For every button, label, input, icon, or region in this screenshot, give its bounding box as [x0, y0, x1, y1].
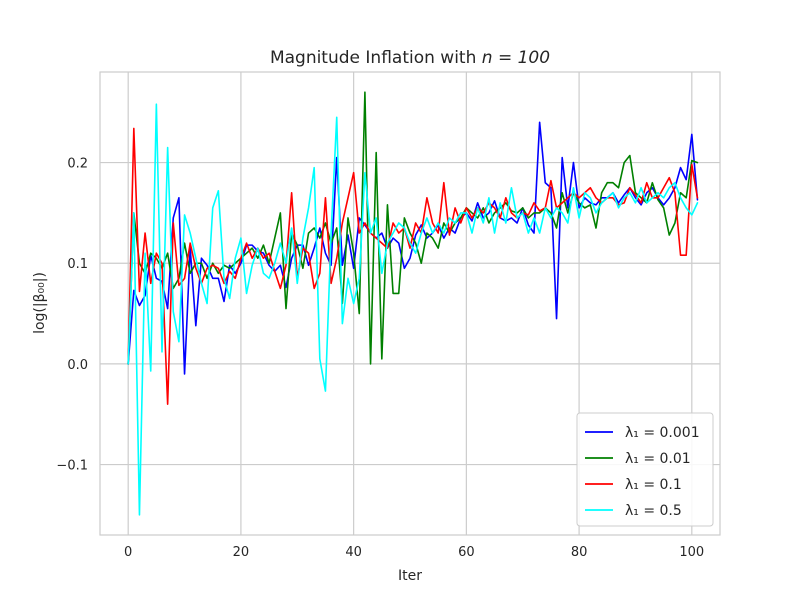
y-tick-label: 0.1 [67, 257, 88, 272]
x-axis-label: Iter [398, 568, 422, 584]
legend-label-3: λ₁ = 0.1 [625, 477, 682, 493]
legend: λ₁ = 0.001 λ₁ = 0.01 λ₁ = 0.1 λ₁ = 0.5 [576, 412, 714, 527]
legend-label-1: λ₁ = 0.001 [625, 425, 700, 441]
tick-labels: 0 20 40 60 80 100 −0.1 0.0 0.1 0.2 [56, 157, 704, 560]
y-tick-label: 0.0 [67, 358, 88, 373]
x-tick-label: 20 [233, 545, 250, 560]
chart-title-math: n = 100 [482, 48, 550, 68]
y-axis-label: log(|β₀₀|) [32, 272, 48, 334]
x-tick-label: 100 [679, 545, 704, 560]
legend-box [576, 412, 714, 527]
series-lines [127, 91, 699, 516]
x-tick-label: 40 [345, 545, 362, 560]
legend-label-2: λ₁ = 0.01 [625, 451, 691, 467]
y-tick-label: −0.1 [56, 459, 88, 474]
y-tick-label: 0.2 [67, 157, 88, 172]
x-tick-label: 60 [458, 545, 475, 560]
x-tick-label: 0 [124, 545, 132, 560]
chart-title: Magnitude Inflation with n = 100 [270, 48, 550, 68]
legend-label-4: λ₁ = 0.5 [625, 503, 682, 519]
x-tick-label: 80 [571, 545, 588, 560]
plot-area [99, 71, 721, 536]
series-line-4 [127, 103, 699, 516]
